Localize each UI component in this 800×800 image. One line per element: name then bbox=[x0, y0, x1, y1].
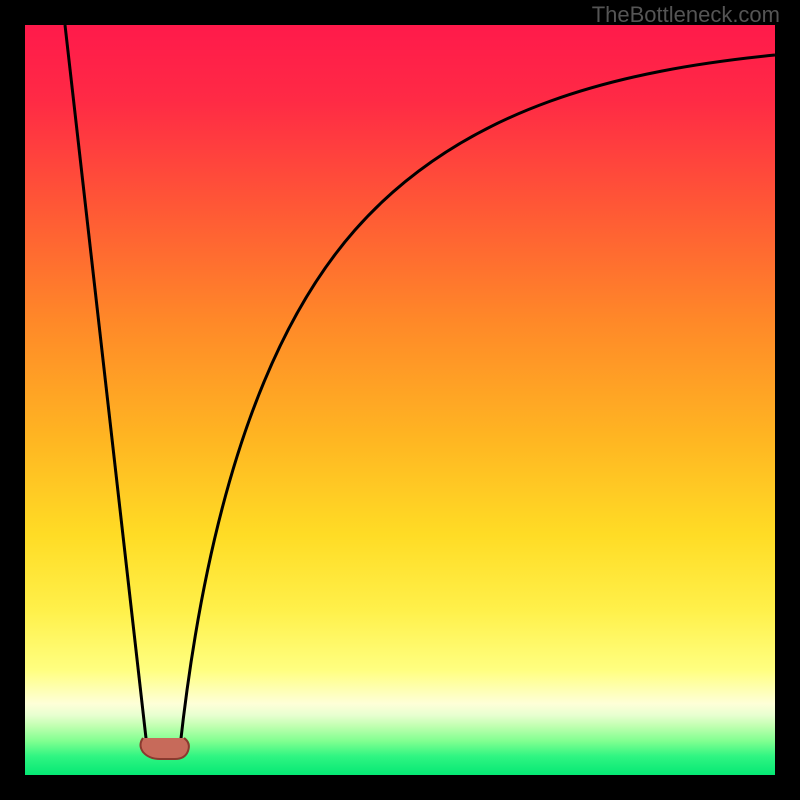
valley-notch-marker bbox=[141, 738, 189, 759]
watermark-text: TheBottleneck.com bbox=[592, 2, 780, 28]
plot-area bbox=[25, 25, 775, 775]
chart-frame: TheBottleneck.com bbox=[0, 0, 800, 800]
left-descending-line bbox=[65, 25, 147, 747]
curve-layer bbox=[25, 25, 775, 775]
right-rising-curve bbox=[180, 55, 775, 747]
